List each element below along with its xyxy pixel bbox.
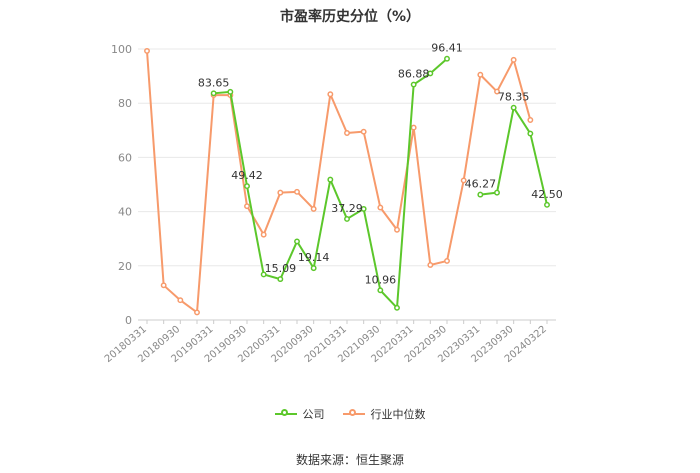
point-industry-20210930 (377, 204, 384, 211)
point-company-20190331 (210, 90, 217, 97)
point-company-20201231 (327, 176, 334, 183)
point-company-20231231 (527, 130, 534, 137)
data-label-company-20190331: 83.65 (198, 76, 230, 89)
point-industry-20181231 (194, 309, 200, 316)
legend: 公司 行业中位数 (0, 406, 700, 422)
point-company-20230630 (494, 189, 500, 196)
data-label-company-20200930: 19.14 (298, 251, 330, 264)
point-industry-20220630 (427, 262, 434, 268)
legend-marker-industry (342, 409, 365, 416)
y-tick-label-20: 20 (118, 260, 132, 273)
point-company-20211231 (394, 304, 400, 311)
data-label-company-20210930: 10.96 (365, 273, 397, 286)
point-industry-20231231 (527, 117, 534, 123)
point-industry-20180630 (160, 282, 167, 289)
legend-label-industry: 行业中位数 (370, 408, 426, 421)
point-industry-20221231 (460, 177, 467, 184)
point-company-20200630 (294, 238, 300, 245)
point-company-20191231 (260, 271, 267, 278)
point-industry-20230331 (477, 71, 484, 78)
point-company-20240322 (544, 201, 550, 208)
point-industry-20190930 (244, 203, 250, 210)
data-label-company-20190930: 49.42 (231, 169, 263, 182)
data-label-company-20210331: 37.29 (331, 202, 363, 215)
data-label-company-20200331: 15.09 (265, 262, 297, 275)
point-industry-20180331 (144, 47, 150, 54)
point-industry-20230930 (510, 56, 517, 63)
point-industry-20200331 (277, 189, 284, 196)
data-label-company-20220331: 86.88 (398, 68, 430, 81)
point-company-20200930 (310, 265, 317, 272)
chart-title: 市盈率历史分位（%） (279, 9, 421, 25)
y-tick-label-40: 40 (118, 206, 132, 219)
point-industry-20211231 (394, 226, 400, 233)
point-company-20230930 (510, 104, 517, 111)
point-industry-20210630 (360, 128, 367, 135)
y-tick-label-80: 80 (118, 97, 132, 110)
point-company-20220930 (444, 55, 450, 62)
point-industry-20210331 (344, 130, 350, 136)
point-company-20210331 (344, 215, 350, 222)
point-industry-20220930 (444, 257, 450, 264)
data-source: 数据来源：恒生聚源 (295, 453, 404, 467)
point-company-20230331 (477, 191, 484, 198)
point-industry-20200930 (310, 205, 317, 212)
point-company-20200331 (277, 276, 284, 283)
point-industry-20180930 (177, 297, 184, 304)
data-label-company-20230930: 78.35 (498, 91, 530, 104)
point-industry-20191231 (260, 231, 267, 238)
legend-label-company: 公司 (302, 408, 325, 421)
y-tick-label-60: 60 (118, 151, 132, 164)
series-line-industry (146, 50, 532, 314)
data-label-company-20230331: 46.27 (465, 178, 497, 191)
point-company-20190930 (244, 183, 250, 190)
point-company-20220630 (427, 70, 434, 77)
point-company-20190630 (227, 88, 234, 95)
y-tick-label-0: 0 (125, 314, 132, 327)
legend-item-company[interactable]: 公司 (274, 406, 325, 422)
legend-marker-company (274, 409, 297, 416)
point-company-20210630 (360, 205, 367, 212)
data-label-company-20240322: 42.50 (531, 188, 563, 201)
point-industry-20201231 (327, 91, 334, 98)
point-industry-20230630 (494, 88, 500, 95)
legend-item-industry[interactable]: 行业中位数 (342, 406, 426, 422)
point-industry-20220331 (410, 124, 417, 131)
point-industry-20200630 (294, 188, 300, 195)
point-company-20220331 (410, 81, 417, 88)
point-company-20210930 (377, 287, 384, 294)
y-tick-label-100: 100 (111, 43, 132, 56)
data-label-company-20220930: 96.41 (431, 42, 463, 55)
